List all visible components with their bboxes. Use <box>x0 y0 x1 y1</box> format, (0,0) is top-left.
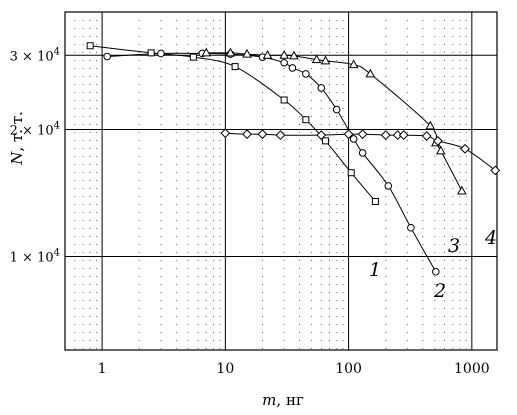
square-marker <box>231 63 239 71</box>
data-markers <box>86 42 501 276</box>
circle-marker <box>432 267 440 276</box>
circle-marker <box>280 58 288 67</box>
diamond-marker <box>220 128 231 139</box>
triangle-marker <box>320 55 331 65</box>
triangle-marker <box>262 50 273 59</box>
diamond-marker <box>490 165 501 176</box>
curve-label-4: 4 <box>484 227 497 249</box>
triangle-marker <box>311 54 322 64</box>
square-marker <box>347 169 355 177</box>
gridlines <box>65 12 497 350</box>
circle-marker <box>103 52 112 61</box>
x-tick-label: 1 <box>98 361 107 377</box>
diamond-marker <box>398 130 409 141</box>
triangle-marker <box>242 48 252 58</box>
markers-series-1 <box>86 42 379 206</box>
curve-labels: 1 2 3 4 <box>369 227 497 302</box>
diamond-marker <box>432 135 443 146</box>
x-tick-label: 1000 <box>454 361 490 377</box>
y-tick-label: 3 × 104 <box>10 46 60 64</box>
dotted-minor-grid <box>74 12 467 350</box>
diamond-marker <box>343 129 354 140</box>
circle-marker <box>349 135 358 143</box>
diamond-marker <box>460 143 470 154</box>
diamond-marker <box>275 130 286 141</box>
series-curve-2 <box>107 52 437 272</box>
triangle-marker <box>225 47 236 57</box>
circle-marker <box>317 84 326 92</box>
y-tick-label: 1 × 104 <box>10 247 60 265</box>
circle-marker <box>332 105 341 114</box>
x-axis-label: m, нг <box>262 391 304 409</box>
x-tick-label: 10 <box>216 361 234 377</box>
square-marker <box>280 96 288 104</box>
markers-series-2 <box>103 49 440 276</box>
markers-series-4 <box>220 128 501 176</box>
series-curves <box>90 45 496 272</box>
circle-marker <box>407 223 415 232</box>
square-marker <box>302 116 310 124</box>
square-marker <box>371 198 379 206</box>
series-curve-3 <box>206 52 463 192</box>
triangle-marker <box>435 145 446 155</box>
curve-label-3: 3 <box>448 235 460 257</box>
circle-marker <box>302 70 310 78</box>
y-tick-labels: 1 × 104 2 × 104 3 × 104 <box>10 46 60 265</box>
diamond-marker <box>357 129 368 140</box>
curve-label-1: 1 <box>369 259 381 281</box>
diamond-marker <box>242 129 252 140</box>
square-marker <box>322 137 330 145</box>
triangle-marker <box>365 68 376 78</box>
curve-label-2: 2 <box>433 280 446 302</box>
triangle-marker <box>348 59 359 69</box>
triangle-marker <box>289 50 299 60</box>
square-marker <box>86 42 94 50</box>
circle-marker <box>358 149 367 157</box>
x-tick-label: 100 <box>335 361 362 377</box>
y-tick-label: 2 × 104 <box>10 121 60 139</box>
triangle-marker <box>201 47 212 57</box>
circle-marker <box>157 49 165 58</box>
plot-frame <box>64 11 498 351</box>
triangle-marker <box>457 185 467 195</box>
triangle-marker <box>425 120 436 130</box>
diamond-marker <box>380 130 391 141</box>
y-axis-label: N, т. т. <box>8 111 26 166</box>
square-marker <box>189 53 197 61</box>
diamond-marker <box>316 130 327 141</box>
diamond-marker <box>421 131 432 141</box>
triangle-marker <box>279 50 290 59</box>
diamond-marker <box>257 129 268 140</box>
x-tick-labels: 1 10 100 1000 <box>98 361 490 377</box>
circle-marker <box>384 182 393 190</box>
circle-marker <box>288 64 297 72</box>
square-marker <box>147 49 155 57</box>
